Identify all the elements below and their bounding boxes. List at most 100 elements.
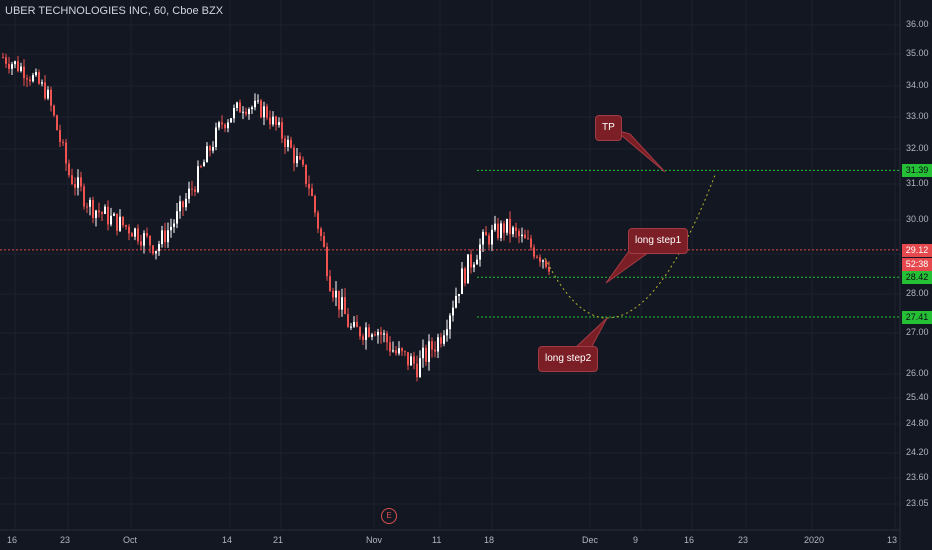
candle-body [293, 147, 295, 164]
candle-body [302, 159, 304, 165]
candle-body [314, 195, 316, 213]
candle-body [149, 235, 151, 246]
candle-body [257, 100, 259, 102]
candle-body [53, 105, 55, 116]
candle-body [548, 267, 550, 272]
candle-body [395, 350, 397, 354]
x-tick-label: 16 [7, 535, 18, 545]
y-tick-label: 23.05 [906, 498, 929, 508]
candle-body [185, 198, 187, 208]
candle-body [131, 233, 133, 237]
candle-body [224, 124, 226, 129]
candle-body [503, 223, 505, 233]
candle-body [530, 238, 532, 248]
candle-body [332, 290, 334, 298]
candle-body [173, 223, 175, 227]
candle-body [14, 61, 16, 65]
candle-body [518, 230, 520, 237]
candle-body [98, 210, 100, 213]
candle-body [170, 226, 172, 231]
candle-body [80, 177, 82, 187]
candle-body [179, 201, 181, 212]
tp-callout-pointer [614, 129, 666, 173]
candle-body [41, 82, 43, 84]
y-tick-label: 26.00 [906, 368, 929, 378]
candle-body [197, 166, 199, 192]
candle-body [491, 229, 493, 245]
candle-body [164, 230, 166, 243]
grid-lines [0, 0, 900, 530]
tp-callout[interactable]: TP [595, 115, 622, 141]
candle-body [341, 297, 343, 310]
candle-body [497, 223, 499, 238]
candle-body [326, 246, 328, 277]
candle-body [473, 264, 475, 268]
y-tick-label: 32.00 [906, 143, 929, 153]
price-tag: 52:38 [902, 257, 932, 271]
candle-body [209, 146, 211, 151]
candle-body [86, 206, 88, 208]
candle-body [44, 82, 46, 99]
candle-body [104, 206, 106, 214]
y-tick-label: 23.60 [906, 472, 929, 482]
candle-body [251, 107, 253, 110]
candle-body [266, 106, 268, 118]
y-tick-label: 24.20 [906, 447, 929, 457]
candle-body [542, 260, 544, 262]
long-step1-callout[interactable]: long step1 [628, 228, 689, 254]
candle-body [56, 115, 58, 131]
candle-body [353, 321, 355, 327]
candle-body [272, 116, 274, 125]
candle-body [23, 66, 25, 79]
candle-body [485, 231, 487, 236]
candle-body [74, 184, 76, 188]
candle-body [17, 61, 19, 72]
candle-body [110, 215, 112, 225]
candle-body [434, 349, 436, 352]
candle-body [329, 276, 331, 291]
price-tag: 27.41 [902, 311, 932, 324]
candle-body [287, 139, 289, 148]
candle-body [275, 116, 277, 125]
candle-body [8, 63, 10, 69]
candle-body [116, 213, 118, 231]
candle-body [440, 337, 442, 344]
candle-body [374, 334, 376, 336]
candle-body [20, 66, 22, 72]
candle-body [194, 189, 196, 192]
candle-body [281, 122, 283, 139]
candle-body [464, 268, 466, 284]
candle-body [416, 363, 418, 378]
candle-body [335, 290, 337, 298]
x-tick-label: Nov [366, 535, 383, 545]
candle-body [413, 356, 415, 364]
price-tag: 31.39 [902, 164, 932, 178]
candle-body [509, 218, 511, 235]
candle-body [212, 146, 214, 151]
long-step2-callout[interactable]: long step2 [538, 346, 599, 372]
candle-body [260, 100, 262, 118]
candle-body [371, 334, 373, 337]
candle-body [545, 260, 547, 268]
candle-body [83, 186, 85, 207]
x-tick-label: 23 [60, 535, 71, 545]
candle-body [59, 130, 61, 142]
candle-body [269, 117, 271, 125]
candle-body [539, 257, 541, 262]
x-tick-label: 16 [684, 535, 695, 545]
candle-body [521, 234, 523, 237]
candle-body [236, 102, 238, 108]
candle-body [359, 327, 361, 337]
x-tick-label: 18 [484, 535, 495, 545]
earnings-marker[interactable]: E [381, 508, 397, 524]
y-tick-label: 28.00 [906, 288, 929, 298]
candle-body [383, 333, 385, 335]
x-tick-label: 9 [633, 535, 639, 545]
candle-body [524, 234, 526, 239]
candle-body [140, 241, 142, 246]
candle-body [419, 358, 421, 378]
candle-body [377, 331, 379, 336]
candle-body [515, 227, 517, 231]
